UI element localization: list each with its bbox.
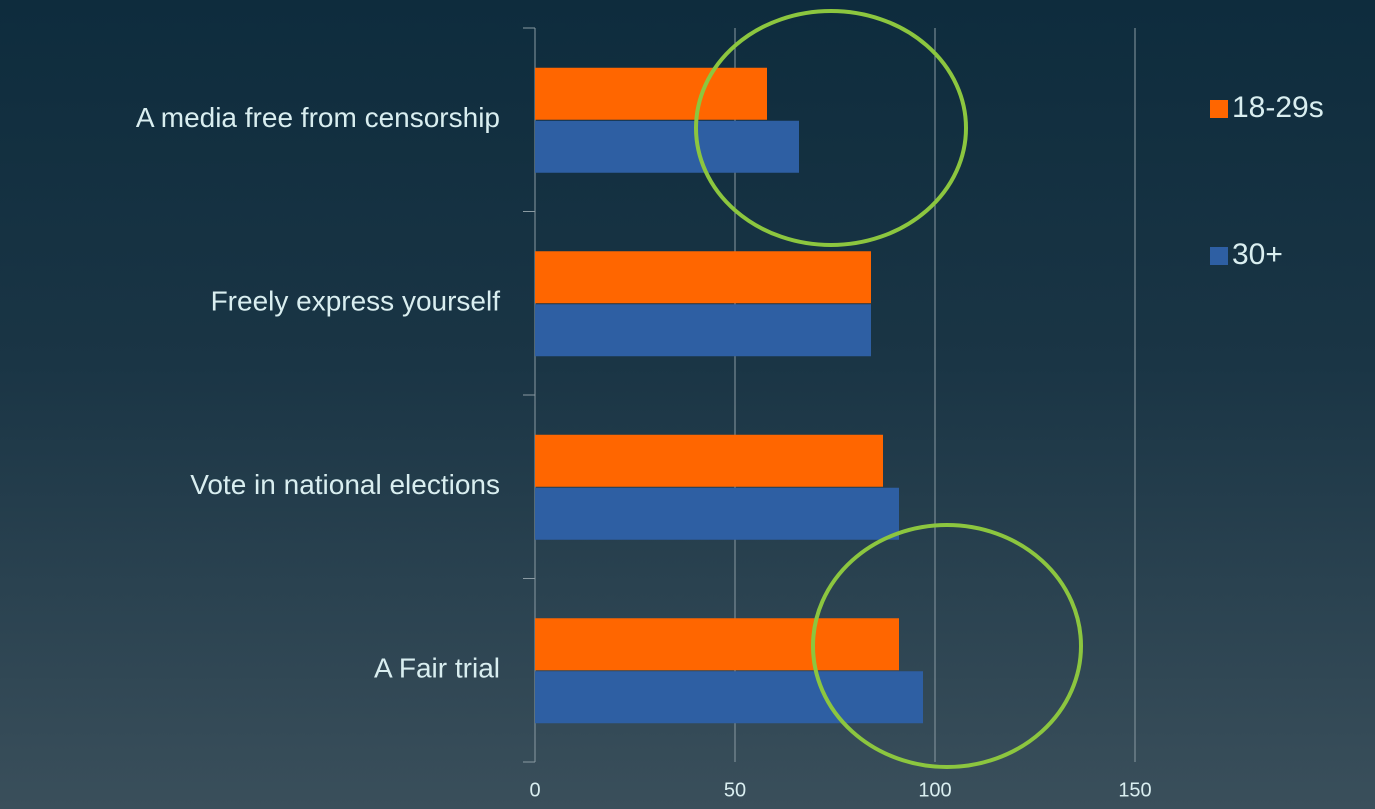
x-tick-label: 100 xyxy=(918,779,951,801)
y-tick-label: A media free from censorship xyxy=(136,102,500,133)
x-tick-label: 150 xyxy=(1118,779,1151,801)
highlight-ellipse xyxy=(811,523,1083,769)
y-tick-label: A Fair trial xyxy=(374,653,500,684)
legend-swatch xyxy=(1210,100,1228,118)
x-tick-label: 50 xyxy=(724,779,746,801)
x-tick-label: 0 xyxy=(529,779,540,801)
bar xyxy=(535,671,923,724)
legend-swatch xyxy=(1210,247,1228,265)
bar xyxy=(535,618,899,671)
bar xyxy=(535,67,767,120)
legend-label: 18-29s xyxy=(1232,91,1324,124)
y-tick-label: Freely express yourself xyxy=(211,286,501,317)
bar xyxy=(535,304,871,357)
y-tick-label: Vote in national elections xyxy=(190,469,500,500)
bar xyxy=(535,120,799,173)
highlight-ellipse xyxy=(694,9,968,247)
bar xyxy=(535,487,899,540)
bar xyxy=(535,251,871,304)
bar xyxy=(535,434,883,487)
legend-label: 30+ xyxy=(1232,238,1283,271)
